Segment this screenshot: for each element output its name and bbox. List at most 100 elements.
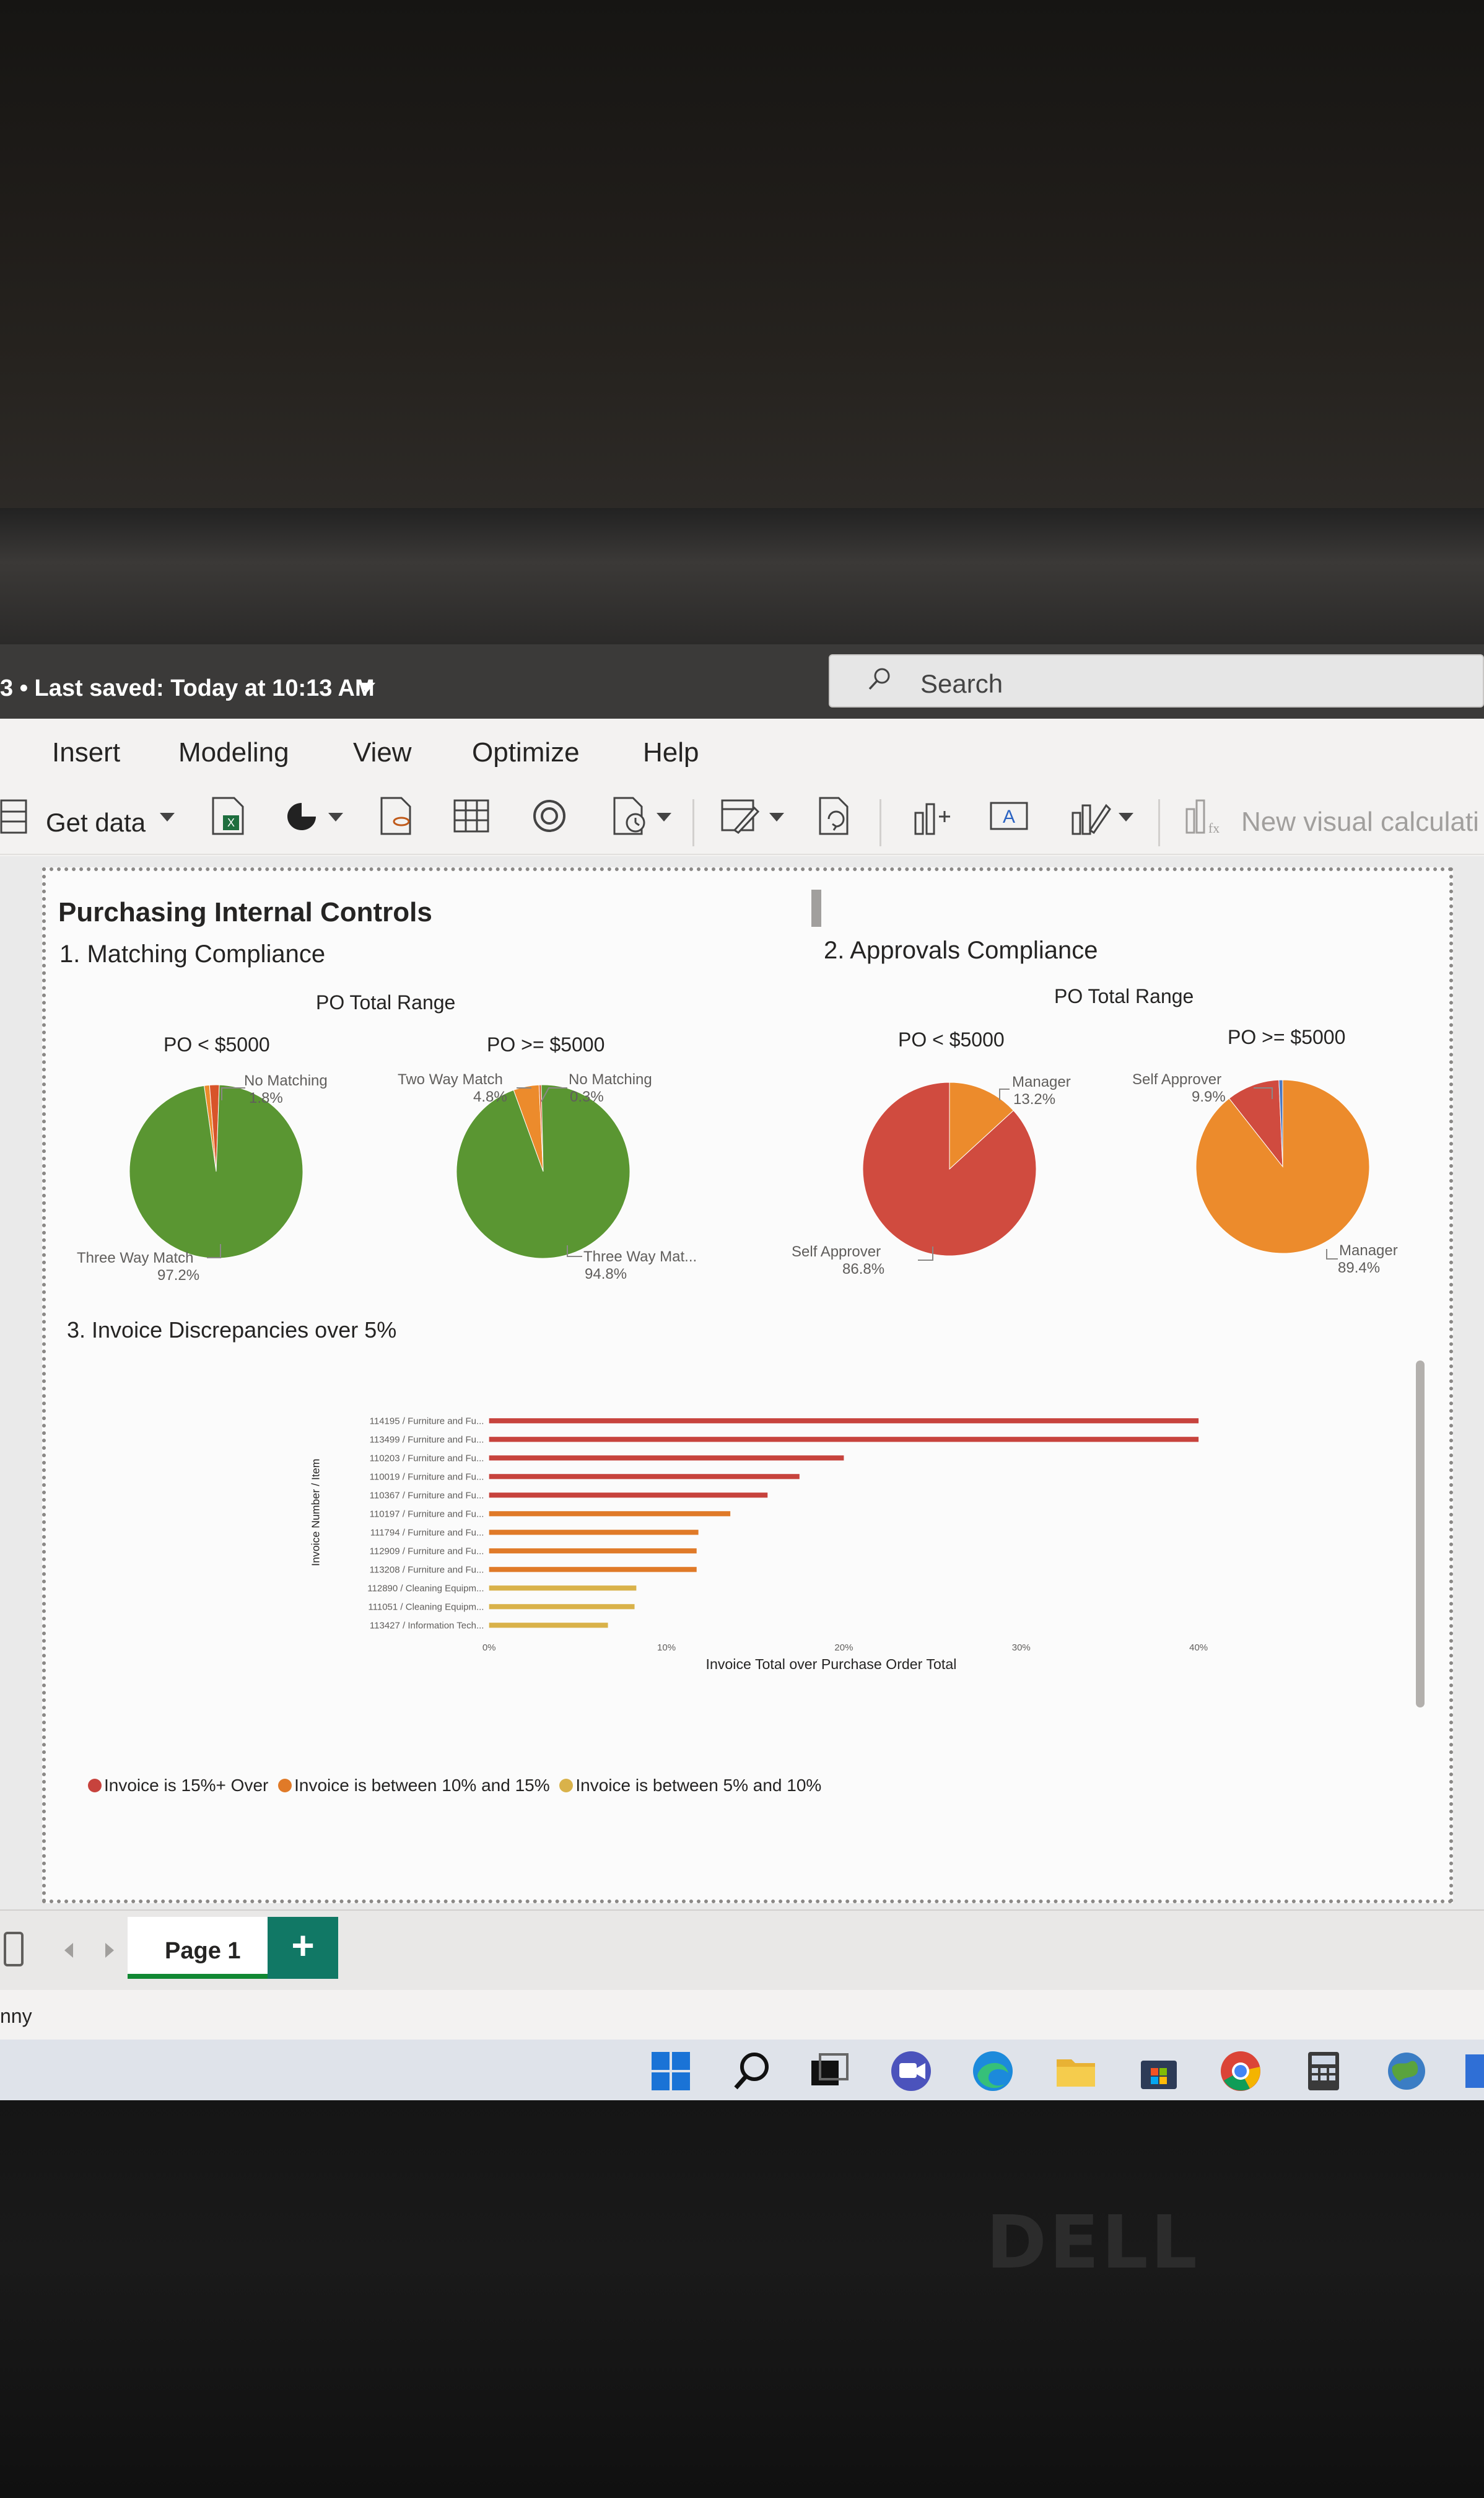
- pie-slice[interactable]: [862, 1082, 1037, 1256]
- bar[interactable]: [489, 1474, 800, 1479]
- search-icon: [868, 668, 890, 690]
- tab-optimize[interactable]: Optimize: [472, 737, 580, 768]
- bar[interactable]: [489, 1548, 697, 1554]
- data-label: 1.8%: [249, 1090, 283, 1107]
- chevron-down-icon[interactable]: [160, 813, 175, 822]
- bar-chart-invoice-discrepancies[interactable]: Invoice Number / Item 114195 / Furniture …: [71, 1330, 1427, 1701]
- new-visual-icon[interactable]: [909, 794, 953, 838]
- pie-label-approvals-small: PO < $5000: [898, 1028, 1005, 1051]
- bar[interactable]: [489, 1585, 637, 1591]
- chevron-down-icon[interactable]: [358, 683, 375, 693]
- svg-text:A: A: [1003, 807, 1015, 827]
- category-label: 113427 / Information Tech...: [370, 1621, 484, 1631]
- new-visual-calculation-icon[interactable]: fx: [1182, 794, 1225, 838]
- tab-help[interactable]: Help: [643, 737, 699, 768]
- pie-slice[interactable]: [1228, 1079, 1283, 1168]
- legend-dot: [559, 1779, 574, 1792]
- bar[interactable]: [489, 1455, 844, 1461]
- chevron-down-icon[interactable]: [328, 813, 343, 822]
- globe-app-icon[interactable]: [1384, 2048, 1429, 2094]
- onelake-icon[interactable]: [280, 794, 323, 838]
- data-label: Manager: [1339, 1242, 1398, 1259]
- legend-item[interactable]: Invoice is between 5% and 10%: [559, 1776, 821, 1795]
- text-box-icon[interactable]: A: [987, 794, 1031, 838]
- pie-chart-matching-large[interactable]: [453, 1082, 633, 1261]
- pie-data-labels: No Matching 1.8% Three Way Match 97.2% T…: [77, 1071, 1398, 1284]
- dataverse-icon[interactable]: [528, 794, 571, 838]
- y-axis-label: Invoice Number / Item: [310, 1459, 322, 1566]
- data-label: Self Approver: [792, 1243, 881, 1260]
- pie-chart-matching-small[interactable]: [126, 1082, 306, 1261]
- data-label: No Matching: [569, 1071, 652, 1088]
- bar[interactable]: [489, 1530, 699, 1535]
- window-title[interactable]: 3 • Last saved: Today at 10:13 AM: [0, 675, 375, 701]
- excel-workbook-icon[interactable]: X: [207, 794, 250, 838]
- get-data-button[interactable]: Get data: [46, 808, 146, 837]
- refresh-icon[interactable]: [814, 794, 857, 838]
- enter-data-icon[interactable]: [450, 794, 493, 838]
- legend-label: Invoice is between 5% and 10%: [575, 1776, 822, 1795]
- page-scrollbar[interactable]: [811, 890, 821, 927]
- chart-scrollbar[interactable]: [1416, 1361, 1425, 1707]
- category-label: 112909 / Furniture and Fu...: [370, 1546, 484, 1557]
- get-data-icon[interactable]: [0, 798, 27, 835]
- pie-chart-approvals-small[interactable]: [860, 1079, 1039, 1259]
- more-visuals-icon[interactable]: [1069, 794, 1112, 838]
- toolbar-separator: [692, 799, 694, 846]
- chevron-right-icon[interactable]: [105, 1943, 114, 1958]
- app-icon[interactable]: [1463, 2048, 1484, 2094]
- bar[interactable]: [489, 1623, 608, 1628]
- pie-slice[interactable]: [1278, 1079, 1283, 1167]
- pie-slice[interactable]: [949, 1082, 1014, 1170]
- search-icon[interactable]: [728, 2048, 774, 2094]
- edge-icon[interactable]: [970, 2048, 1016, 2094]
- add-page-button[interactable]: +: [268, 1917, 338, 1979]
- data-label: 89.4%: [1338, 1260, 1380, 1276]
- tab-view[interactable]: View: [353, 737, 412, 768]
- report-page[interactable]: Purchasing Internal Controls 1. Matching…: [42, 867, 1453, 1903]
- search-placeholder: Search: [920, 669, 1003, 698]
- page-tab-label: Page 1: [165, 1938, 241, 1964]
- report-title: Purchasing Internal Controls: [58, 897, 432, 927]
- data-label: 86.8%: [842, 1261, 884, 1277]
- page-tab-1[interactable]: Page 1: [128, 1917, 268, 1979]
- chevron-down-icon[interactable]: [1119, 813, 1133, 822]
- mobile-layout-icon[interactable]: [4, 1932, 24, 1966]
- bar[interactable]: [489, 1511, 731, 1517]
- teams-icon[interactable]: [888, 2048, 934, 2094]
- bar[interactable]: [489, 1418, 1199, 1424]
- chevron-down-icon[interactable]: [657, 813, 671, 822]
- matching-legend-title: PO Total Range: [316, 991, 456, 1014]
- new-visual-calculation-button[interactable]: New visual calculati: [1241, 807, 1479, 837]
- sql-server-icon[interactable]: [374, 794, 417, 838]
- bar[interactable]: [489, 1492, 768, 1498]
- data-label: Two Way Match: [398, 1071, 503, 1088]
- chrome-icon[interactable]: [1218, 2048, 1264, 2094]
- microsoft-store-icon[interactable]: [1136, 2048, 1182, 2094]
- windows-start-icon[interactable]: [648, 2048, 694, 2094]
- chevron-down-icon[interactable]: [769, 813, 784, 822]
- x-axis-label: Invoice Total over Purchase Order Total: [706, 1656, 957, 1672]
- tab-insert[interactable]: Insert: [52, 737, 121, 768]
- legend-item[interactable]: Invoice is between 10% and 15%: [278, 1776, 550, 1795]
- task-view-icon[interactable]: [806, 2048, 852, 2094]
- bar[interactable]: [489, 1567, 697, 1572]
- calculator-icon[interactable]: [1301, 2048, 1347, 2094]
- search-box[interactable]: Search: [829, 654, 1484, 708]
- pie-chart-approvals-large[interactable]: [1193, 1077, 1373, 1256]
- bar[interactable]: [489, 1437, 1199, 1442]
- category-label: 114195 / Furniture and Fu...: [370, 1416, 484, 1427]
- section-discrepancies-title: 3. Invoice Discrepancies over 5%: [67, 1317, 397, 1343]
- file-explorer-icon[interactable]: [1053, 2048, 1099, 2094]
- pie-label-matching-large: PO >= $5000: [487, 1033, 605, 1056]
- data-label: 9.9%: [1192, 1089, 1226, 1105]
- pie-slice[interactable]: [456, 1084, 631, 1259]
- bar[interactable]: [489, 1604, 635, 1610]
- recent-sources-icon[interactable]: [608, 794, 652, 838]
- transform-data-icon[interactable]: [718, 794, 762, 838]
- bar-chart-legend: Invoice is 15%+ Over Invoice is between …: [88, 1776, 826, 1795]
- tab-modeling[interactable]: Modeling: [178, 737, 289, 768]
- ribbon-toolbar: Get data X: [0, 781, 1484, 855]
- legend-item[interactable]: Invoice is 15%+ Over: [88, 1776, 268, 1795]
- chevron-left-icon[interactable]: [64, 1943, 73, 1958]
